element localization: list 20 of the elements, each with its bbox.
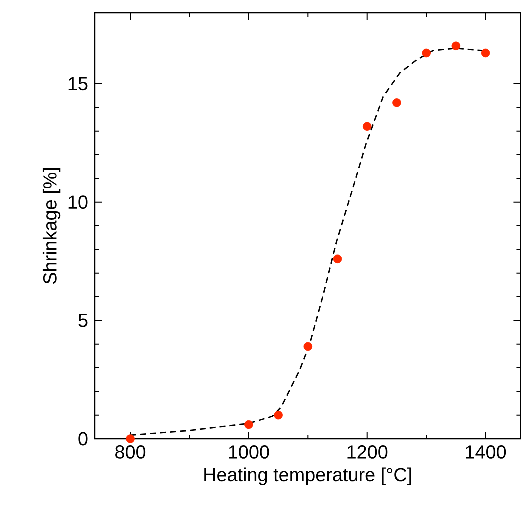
point xyxy=(392,98,402,108)
point xyxy=(422,48,431,58)
y-tick-label: 0 xyxy=(78,432,88,446)
point xyxy=(452,42,461,51)
point xyxy=(274,410,283,420)
y-tick-label: 15 xyxy=(68,77,88,91)
y-axis-title: Shrinkage [%] xyxy=(42,168,61,284)
x-tick-label: 1200 xyxy=(348,446,388,459)
point xyxy=(244,420,254,430)
x-axis-title: Heating temperature [°C] xyxy=(204,468,412,486)
point xyxy=(481,48,490,58)
x-tick-label: 1000 xyxy=(229,446,270,459)
y-tick-label: 10 xyxy=(68,196,88,210)
point xyxy=(362,122,372,131)
x-tick-label: 800 xyxy=(116,446,146,459)
point xyxy=(126,434,135,444)
y-tick-label: 5 xyxy=(78,314,88,328)
point xyxy=(333,254,342,264)
point xyxy=(304,342,313,352)
x-tick-label: 1400 xyxy=(466,446,506,459)
